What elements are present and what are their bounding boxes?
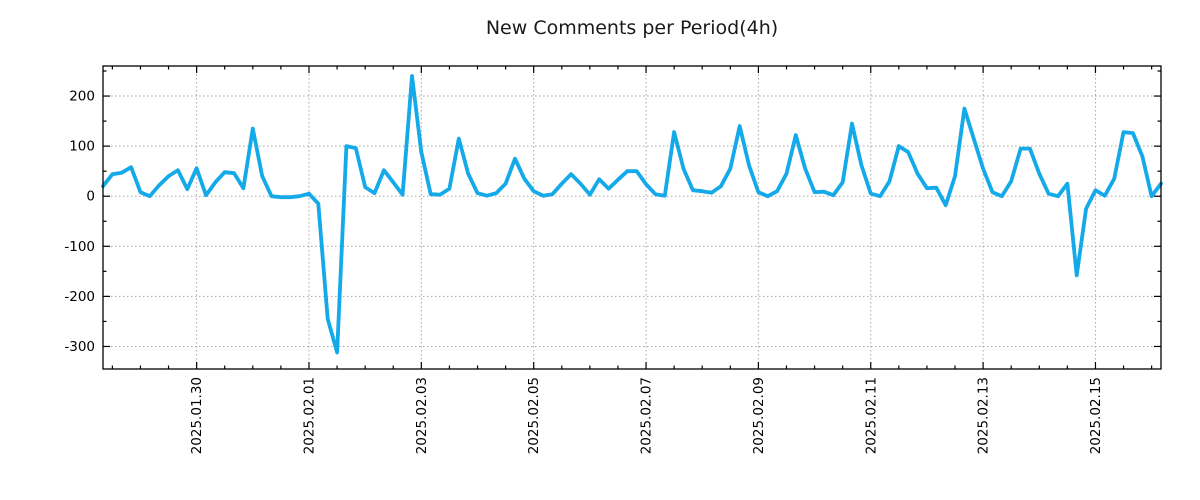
x-tick-label: 2025.02.15 <box>1088 377 1104 454</box>
data-series-line <box>101 74 1163 355</box>
plot-border <box>102 65 1162 370</box>
y-tick-label: 0 <box>86 189 95 205</box>
x-tick-label: 2025.02.07 <box>639 377 655 454</box>
y-tick-label: -200 <box>64 289 95 305</box>
x-tick-label: 2025.02.09 <box>751 377 767 454</box>
y-tick-label: 200 <box>69 89 95 105</box>
x-tick-label: 2025.02.05 <box>526 377 542 454</box>
y-tick-label: 100 <box>69 139 95 155</box>
y-tick-label: -300 <box>64 339 95 355</box>
y-tick-label: -100 <box>64 239 95 255</box>
tick-marks <box>103 66 1161 369</box>
x-tick-label: 2025.02.11 <box>863 377 879 454</box>
x-tick-label: 2025.02.01 <box>301 377 317 454</box>
x-tick-label: 2025.02.03 <box>414 377 430 454</box>
x-tick-label: 2025.02.13 <box>976 377 992 454</box>
chart-title: New Comments per Period(4h) <box>485 17 779 39</box>
y-axis-labels: 200 100 0 -100 -200 -300 <box>64 89 95 355</box>
grid-lines <box>103 66 1161 369</box>
x-tick-label: 2025.01.30 <box>189 377 205 454</box>
x-axis-labels: 2025.01.30 2025.02.01 2025.02.03 2025.02.05… <box>189 377 1104 454</box>
